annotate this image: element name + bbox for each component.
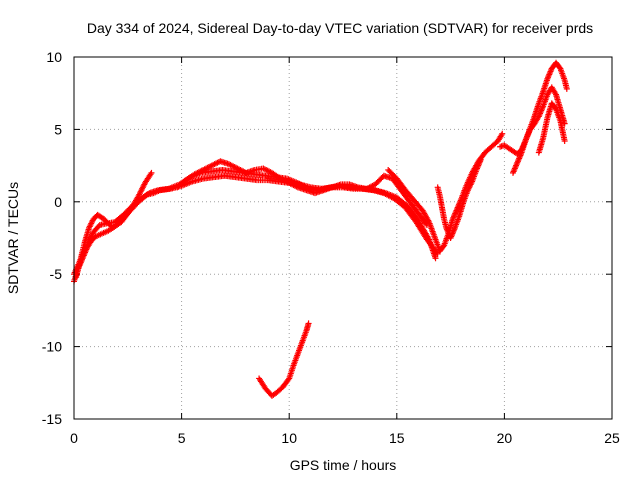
y-tick-label: -5	[50, 266, 63, 282]
data-point-marker	[477, 156, 484, 163]
data-point-marker	[561, 137, 568, 144]
y-tick-labels: 10 5 0 -5 -10 -15	[42, 49, 62, 427]
data-point-marker	[432, 255, 439, 262]
x-tick-label: 5	[178, 430, 186, 446]
x-tick-label: 15	[389, 430, 405, 446]
y-tick-label: 5	[54, 121, 62, 137]
x-axis-label: GPS time / hours	[290, 457, 397, 473]
chart-title: Day 334 of 2024, Sidereal Day-to-day VTE…	[87, 20, 593, 36]
y-tick-label: -15	[42, 411, 62, 427]
data-point-marker	[499, 130, 506, 137]
series-track-d	[174, 158, 430, 228]
y-axis-label: SDTVAR / TECUs	[5, 182, 21, 294]
series-track-c	[73, 169, 155, 281]
series-track-f	[434, 156, 484, 241]
data-point-marker	[433, 249, 440, 256]
data-point-marker	[563, 85, 570, 92]
series-track-j	[256, 320, 312, 399]
data-point-marker	[148, 169, 155, 176]
plot-frame	[73, 56, 613, 420]
data-points	[71, 59, 570, 399]
series-track-h	[510, 84, 568, 176]
y-tick-label: -10	[42, 339, 62, 355]
y-tick-label: 0	[54, 194, 62, 210]
y-tick-label: 10	[46, 49, 62, 65]
data-point-marker	[305, 320, 312, 327]
series-track-i	[535, 100, 568, 156]
x-tick-label: 0	[70, 430, 78, 446]
x-tick-label: 10	[281, 430, 297, 446]
x-tick-labels: 0 5 10 15 20 25	[70, 430, 620, 446]
grid-lines	[74, 57, 612, 419]
x-tick-label: 20	[497, 430, 513, 446]
x-tick-label: 25	[604, 430, 620, 446]
